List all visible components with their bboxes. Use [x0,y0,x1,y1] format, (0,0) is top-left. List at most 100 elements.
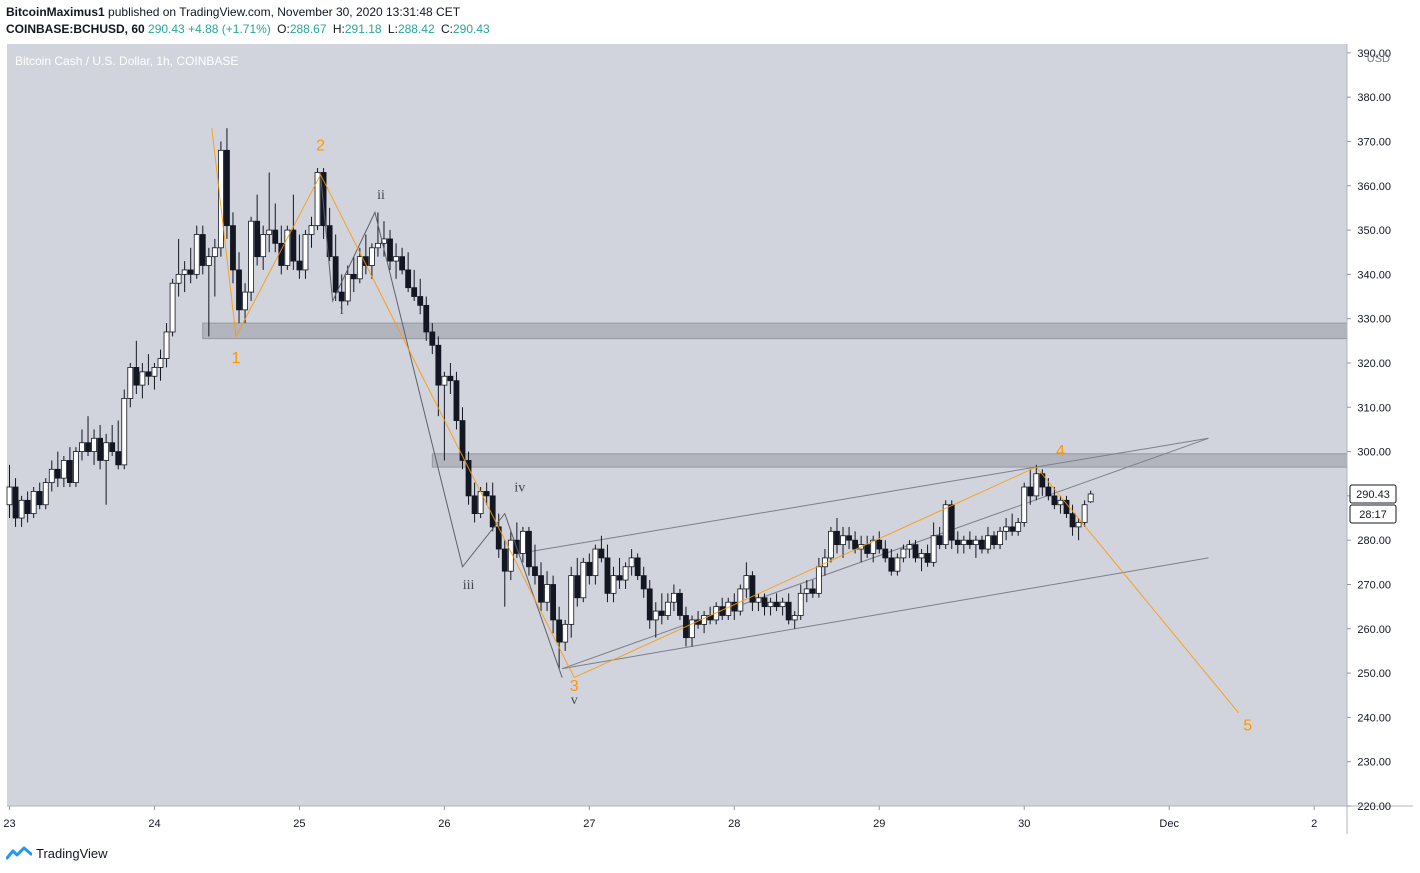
candle-up [960,539,967,546]
candle-up [193,234,200,275]
candle-down [556,619,563,643]
candle-up [169,282,176,333]
ohlc-line: COINBASE:BCHUSD, 60 290.43 +4.88 (+1.71%… [6,21,490,38]
candle-up [242,291,248,311]
candle-down [338,291,345,302]
tradingview-brand[interactable]: TradingView [36,845,108,861]
candle-down [1027,486,1034,497]
candle-down [912,544,919,559]
candle-down [501,548,508,572]
candle-up [622,566,629,581]
last-price-label: 290.43 [1356,489,1390,501]
time-tick-label: 26 [438,818,450,830]
low-label: L: [387,22,398,36]
candle-down [85,442,91,452]
last-price-marker: 290.43 28:17 [1349,484,1397,524]
candle-up [103,442,110,461]
candle-down [604,557,611,594]
candle-down [846,535,852,541]
price-tick-label: 340.00 [1357,269,1391,281]
last-price-box [1349,484,1397,504]
candle-down [948,504,955,541]
candle-down [882,548,889,559]
candle-down [399,256,406,271]
candle-up [217,149,224,249]
candle-down [187,269,194,275]
candle-down [320,172,327,227]
high-value: 291.18 [344,22,382,36]
chart-header: BitcoinMaximus1 published on TradingView… [6,4,490,38]
candle-down [24,499,31,515]
publish-line: BitcoinMaximus1 published on TradingView… [6,4,490,21]
candle-up [1003,526,1009,532]
price-tick-label: 320.00 [1357,358,1391,370]
candle-down [447,375,454,382]
candle-up [520,530,526,554]
time-tick-label: 29 [873,818,885,830]
candle-down [924,553,931,563]
wave-label: v [571,693,578,708]
candle-down [677,592,683,616]
candle-down [224,149,230,227]
price-tick-label: 230.00 [1357,757,1391,769]
candle-up [211,247,218,258]
candle-down [749,575,756,603]
candle-down [586,561,593,577]
candle-up [73,451,79,483]
time-tick-label: 23 [3,818,15,830]
candle-up [30,491,37,515]
currency-unit-label: USD [1367,53,1390,65]
author-name[interactable]: BitcoinMaximus1 [6,5,105,19]
candle-down [966,539,973,546]
wave-label: 2 [316,137,325,154]
candle-up [737,588,744,612]
open-value: 288.67 [289,22,327,36]
candle-up [1057,499,1064,506]
candle-up [828,530,834,559]
price-tick-label: 330.00 [1357,314,1391,326]
candle-up [544,584,550,603]
candle-up [308,225,315,235]
candle-down [54,468,61,479]
candle-down [658,610,665,616]
candle-down [453,380,460,421]
candle-up [815,566,822,594]
candle-down [230,225,236,271]
candle-down [405,269,412,289]
price-tick-label: 250.00 [1357,668,1391,680]
candle-up [689,619,695,639]
candle-up [755,597,762,603]
candle-up [91,437,97,452]
countdown-box [1349,504,1397,524]
candle-down [936,535,943,546]
price-tick-label: 390.00 [1357,48,1391,60]
resistance-zones [202,322,1348,468]
candles [6,128,1094,669]
wave-count-minor-line [320,174,563,678]
candle-up [381,238,387,244]
candle-up [1033,473,1040,497]
chart-pane[interactable] [7,44,1347,806]
tradingview-logo-icon [6,845,32,861]
candle-up [725,601,732,616]
candle-up [151,367,158,377]
candle-down [411,287,418,297]
time-axis[interactable]: 23 24 25 26 27 28 29 30 Dec 2 [3,806,1317,830]
candle-down [809,588,816,594]
candle-down [888,557,895,572]
candle-down [1039,473,1046,488]
change-value: +4.88 (+1.71%) [188,22,271,36]
candle-down [954,539,961,546]
price-tick-label: 380.00 [1357,92,1391,104]
candle-up [139,371,146,386]
candle-up [652,610,659,621]
time-tick-label: Dec [1159,818,1179,830]
candle-down [646,588,653,621]
candle-up [284,229,291,266]
candle-up [266,229,273,235]
time-tick-label: 24 [148,818,160,830]
candle-down [423,304,430,333]
price-axis[interactable]: 220.00 230.00 240.00 250.00 260.00 270.00 280.… [1347,48,1391,813]
candle-up [671,592,677,603]
